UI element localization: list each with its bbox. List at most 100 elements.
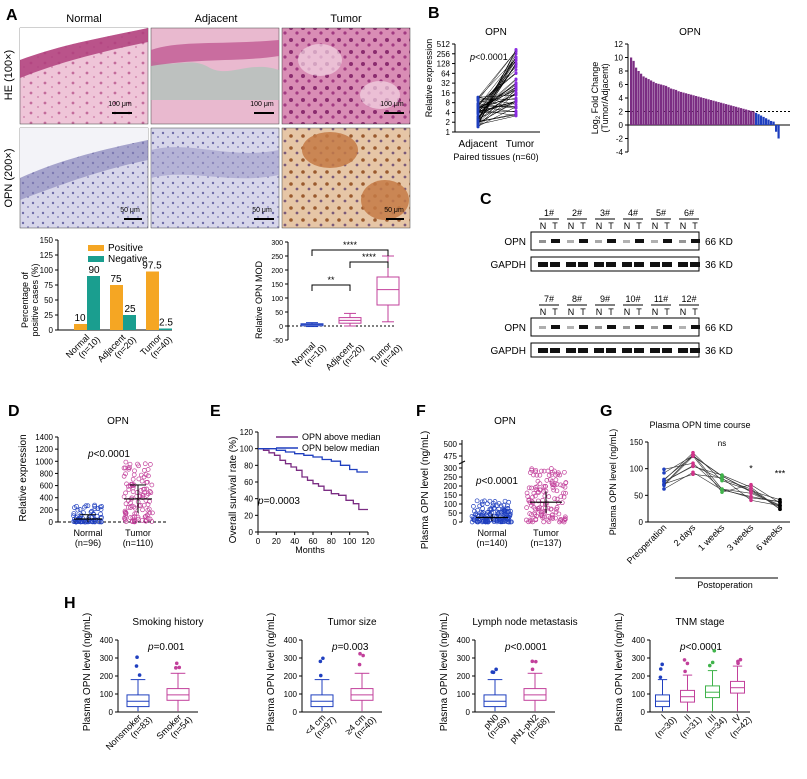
fold-bar xyxy=(745,109,748,125)
fold-bar xyxy=(690,94,693,125)
e-ytick-label: 60 xyxy=(244,478,253,487)
band-gapdh-t xyxy=(606,262,616,267)
f-point xyxy=(496,510,502,516)
f-point xyxy=(501,506,506,512)
e-xlabel: Months xyxy=(295,545,325,555)
panel-b-paired-chart: OPN Relative expression p<0.0001 Paired … xyxy=(424,27,540,162)
paired-line xyxy=(477,60,517,121)
lane-t: T xyxy=(692,221,698,231)
f-point xyxy=(558,494,564,500)
d-point xyxy=(141,474,147,480)
lane-label: 6# xyxy=(684,208,694,218)
box-ytick-label: 250 xyxy=(271,254,283,261)
band-opn-n xyxy=(651,326,658,329)
blot-row-label: GAPDH xyxy=(490,346,526,357)
f-point xyxy=(541,484,547,489)
panel-label-b: B xyxy=(428,5,440,22)
f-point xyxy=(503,511,508,517)
fold-bar xyxy=(767,119,770,125)
f-ytick-label: 50 xyxy=(448,509,457,518)
h-ytick-label: 400 xyxy=(632,636,646,645)
h-outlier xyxy=(174,666,178,670)
fold-bar xyxy=(677,91,680,125)
lane-t: T xyxy=(692,307,698,317)
paired-title: OPN xyxy=(485,27,507,38)
sig-bracket xyxy=(311,284,351,291)
h-ytick-label: 300 xyxy=(457,654,471,663)
f-point xyxy=(554,506,559,512)
bar-label-negative: 2.5 xyxy=(159,318,173,329)
f-point xyxy=(481,510,486,516)
d-point xyxy=(71,519,77,524)
fold-bar xyxy=(715,101,718,125)
panel-label-d: D xyxy=(8,403,20,420)
band-gapdh-t xyxy=(550,348,560,353)
paired-ytick-label: 4 xyxy=(446,108,451,117)
f-ytick-label: 0 xyxy=(453,518,458,527)
h-title: Tumor size xyxy=(327,617,377,628)
bar-ylabel-line1: Percentage of xyxy=(20,271,30,328)
col-header-tumor: Tumor xyxy=(330,13,362,25)
panel-g-timecourse: Plasma OPN time course Plasma OPN level … xyxy=(608,420,790,590)
paired-point-tumor xyxy=(514,78,518,82)
g-point xyxy=(662,467,666,472)
f-point xyxy=(548,506,554,512)
fold-bar xyxy=(652,81,655,125)
fold-bar xyxy=(735,106,738,125)
f-point xyxy=(562,469,567,475)
panel-e-survival: Overall survival rate (%) Months p=0.000… xyxy=(228,428,381,555)
fold-ytick-label: 6 xyxy=(619,81,624,90)
g-point xyxy=(778,507,782,512)
fold-bar xyxy=(640,73,643,125)
f-point xyxy=(478,510,484,516)
lane-n: N xyxy=(596,307,603,317)
f-point xyxy=(474,518,480,524)
fold-bar xyxy=(655,83,658,125)
fold-bar xyxy=(632,60,635,125)
paired-ytick-label: 32 xyxy=(441,79,450,88)
g-point xyxy=(720,490,724,494)
col-header-adjacent: Adjacent xyxy=(195,13,238,25)
fold-bar xyxy=(760,115,763,125)
h-pvalue: p=0.003 xyxy=(331,642,369,653)
d-point xyxy=(143,518,148,524)
f-point xyxy=(479,499,485,505)
paired-line xyxy=(477,83,517,114)
d-point xyxy=(127,465,133,470)
f-point xyxy=(485,501,490,507)
h-outlier xyxy=(712,648,717,653)
f-point xyxy=(537,481,543,486)
fold-bar xyxy=(635,67,638,125)
f-point xyxy=(562,516,568,521)
h-outlier xyxy=(357,662,362,667)
d-point xyxy=(131,472,137,478)
h-ytick-label: 0 xyxy=(293,708,298,717)
paired-line xyxy=(477,113,517,122)
d-point xyxy=(134,489,140,495)
scalebar-label: 100 μm xyxy=(250,101,274,108)
f-point xyxy=(544,500,550,506)
d-pvalue: p<0.0001 xyxy=(87,449,130,460)
fold-bar xyxy=(765,118,768,125)
panel-a-box-chart: Relative OPN MOD -50 0 50 100 150 200 250 300 No… xyxy=(254,240,404,372)
d-point xyxy=(140,518,145,523)
band-opn-n xyxy=(567,326,574,329)
f-point xyxy=(529,485,534,491)
row-label-he: HE (100×) xyxy=(3,50,15,100)
panel-label-f: F xyxy=(416,403,426,420)
h-outlier xyxy=(361,653,365,658)
f-point xyxy=(543,505,548,511)
d-point xyxy=(93,517,98,523)
paired-point-tumor xyxy=(514,109,518,113)
band-opn-n xyxy=(539,326,546,329)
g-xcat: 3 weeks xyxy=(725,522,756,553)
lane-t: T xyxy=(664,221,670,231)
paired-line xyxy=(477,85,517,109)
d-title: OPN xyxy=(107,416,129,427)
h-xcat: IV(n=42) xyxy=(722,708,754,740)
lane-label: 7# xyxy=(544,294,554,304)
h-outlier xyxy=(660,662,664,667)
f-point xyxy=(533,487,539,492)
d-ytick-label: 1000 xyxy=(35,457,53,466)
band-opn-t xyxy=(691,239,700,243)
